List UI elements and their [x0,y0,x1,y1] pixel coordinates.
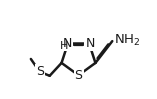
Text: S: S [75,69,82,82]
Text: S: S [36,65,44,78]
Text: NH$_2$: NH$_2$ [114,33,140,48]
Text: N: N [85,37,95,50]
Text: N: N [62,37,72,50]
Text: H: H [59,41,68,51]
